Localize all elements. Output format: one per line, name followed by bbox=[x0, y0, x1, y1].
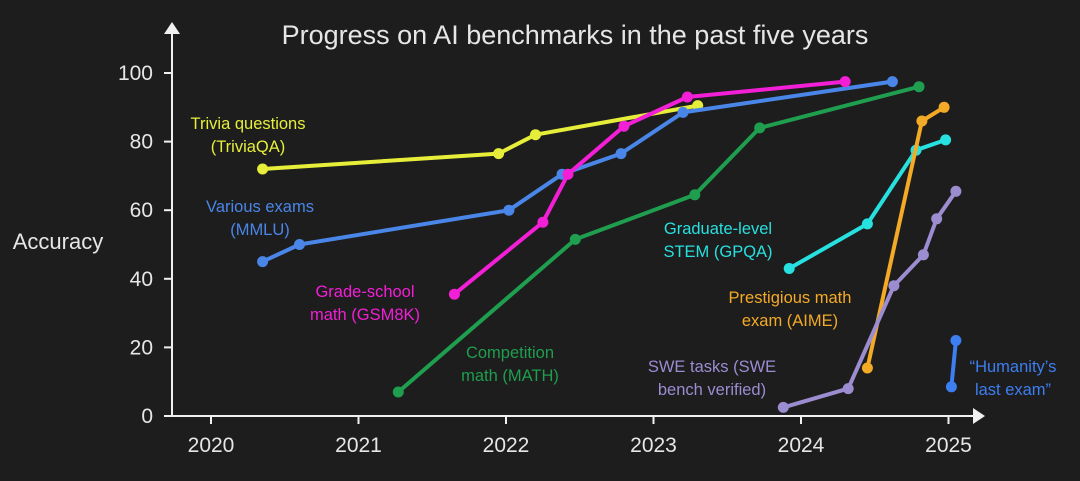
data-point-math bbox=[754, 122, 766, 134]
data-point-mmlu bbox=[257, 256, 269, 268]
data-point-swe-bench-verified bbox=[931, 213, 943, 225]
series-label-triviaqa: Trivia questions bbox=[191, 115, 306, 133]
data-point-aime bbox=[916, 115, 928, 127]
data-point-gsm8k bbox=[618, 120, 630, 132]
series-triviaqa: Trivia questions (TriviaQA) bbox=[191, 100, 704, 175]
y-tick-label: 60 bbox=[130, 199, 153, 222]
data-point-gpqa bbox=[940, 134, 952, 146]
series-label-humanity-s-last-exam: last exam” bbox=[975, 381, 1051, 399]
series-label-swe-bench-verified: SWE tasks (SWE bbox=[648, 358, 776, 376]
series-line-gpqa bbox=[787, 137, 948, 271]
series-layer: Trivia questions (TriviaQA) Various exams (… bbox=[191, 76, 1057, 413]
x-tick-label: 2022 bbox=[483, 434, 530, 457]
data-point-humanity-s-last-exam bbox=[945, 381, 957, 393]
data-point-triviaqa bbox=[530, 129, 541, 141]
data-point-swe-bench-verified bbox=[888, 280, 900, 292]
y-tick-label: 100 bbox=[118, 62, 153, 85]
data-point-gsm8k bbox=[448, 288, 460, 300]
data-point-swe-bench-verified bbox=[777, 401, 789, 413]
y-axis-arrow-icon bbox=[164, 22, 180, 34]
series-aime: Prestigious math exam (AIME) bbox=[729, 101, 950, 374]
data-point-mmlu bbox=[503, 204, 515, 216]
x-tick-label: 2021 bbox=[335, 434, 382, 457]
series-swe-bench-verified: SWE tasks (SWE bench verified) bbox=[648, 185, 962, 413]
chart-title: Progress on AI benchmarks in the past fi… bbox=[282, 20, 869, 50]
series-label-gsm8k: math (GSM8K) bbox=[310, 306, 420, 324]
data-point-gsm8k bbox=[562, 168, 574, 180]
data-point-mmlu bbox=[886, 76, 898, 88]
data-point-math bbox=[569, 233, 581, 245]
data-point-swe-bench-verified bbox=[950, 185, 962, 197]
y-tick-label: 20 bbox=[130, 336, 153, 359]
data-point-mmlu bbox=[677, 106, 689, 118]
series-mmlu: Various exams (MMLU) bbox=[206, 76, 898, 268]
series-label-gpqa: Graduate-level bbox=[664, 220, 772, 238]
series-math: Competition math (MATH) bbox=[392, 81, 925, 398]
x-tick-label: 2025 bbox=[925, 434, 972, 457]
data-point-mmlu bbox=[294, 239, 305, 250]
data-point-humanity-s-last-exam bbox=[950, 335, 962, 346]
data-point-gpqa bbox=[783, 263, 795, 274]
data-point-gsm8k bbox=[681, 91, 693, 103]
data-point-swe-bench-verified bbox=[842, 383, 854, 395]
series-label-aime: Prestigious math bbox=[729, 289, 852, 307]
series-label-swe-bench-verified: bench verified) bbox=[658, 381, 766, 399]
series-label-aime: exam (AIME) bbox=[742, 312, 838, 330]
series-line-triviaqa bbox=[260, 103, 700, 171]
series-gsm8k: Grade-school math (GSM8K) bbox=[310, 76, 851, 324]
x-axis-arrow-icon bbox=[973, 408, 985, 424]
data-point-gsm8k bbox=[839, 76, 851, 88]
axes: 0 20 40 60 80 100 2020 2021 2022 2023 2024 2025 bbox=[118, 22, 985, 457]
series-line-swe-bench-verified bbox=[781, 189, 958, 410]
y-tick-label: 80 bbox=[130, 131, 153, 154]
data-point-gpqa bbox=[861, 218, 873, 230]
data-point-gsm8k bbox=[537, 216, 549, 228]
data-point-math bbox=[689, 189, 701, 201]
y-tick-label: 40 bbox=[130, 268, 153, 291]
series-label-mmlu: Various exams bbox=[206, 198, 314, 216]
data-point-aime bbox=[938, 101, 950, 113]
data-point-mmlu bbox=[615, 148, 627, 160]
series-label-gpqa: STEM (GPQA) bbox=[663, 243, 772, 261]
series-humanity-s-last-exam: “Humanity’s last exam” bbox=[945, 335, 1057, 399]
series-line-gsm8k bbox=[452, 79, 848, 297]
series-label-gsm8k: Grade-school bbox=[315, 283, 414, 301]
data-point-math bbox=[913, 81, 925, 93]
series-label-mmlu: (MMLU) bbox=[230, 221, 290, 239]
series-label-triviaqa: (TriviaQA) bbox=[211, 138, 286, 156]
data-point-math bbox=[392, 386, 404, 398]
data-point-triviaqa bbox=[493, 148, 505, 160]
series-label-math: math (MATH) bbox=[461, 367, 559, 385]
x-tick-label: 2020 bbox=[188, 434, 235, 457]
x-tick-label: 2024 bbox=[778, 434, 825, 457]
data-point-swe-bench-verified bbox=[917, 249, 929, 261]
data-point-aime bbox=[861, 362, 873, 374]
series-line-humanity-s-last-exam bbox=[949, 338, 958, 389]
y-axis-label: Accuracy bbox=[13, 229, 103, 254]
x-tick-label: 2023 bbox=[630, 434, 677, 457]
series-label-math: Competition bbox=[466, 344, 554, 362]
data-point-triviaqa bbox=[257, 163, 269, 175]
y-tick-label: 0 bbox=[141, 405, 153, 428]
series-label-humanity-s-last-exam: “Humanity’s bbox=[970, 358, 1057, 376]
series-gpqa: Graduate-level STEM (GPQA) bbox=[663, 134, 952, 274]
